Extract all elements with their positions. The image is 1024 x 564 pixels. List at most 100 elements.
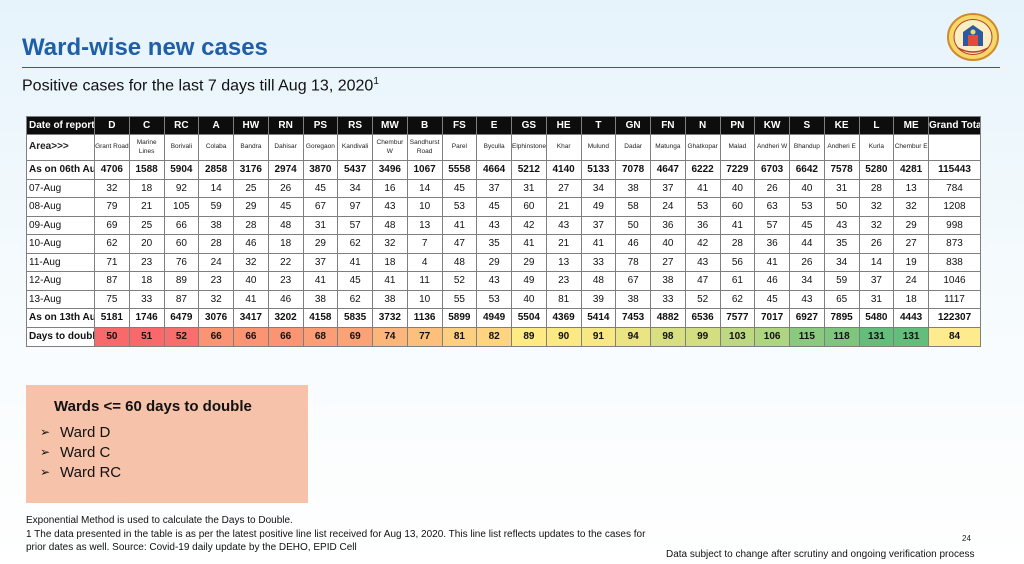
case-cell: 7577: [719, 308, 756, 328]
case-cell: 21: [128, 197, 165, 217]
callout-list-item: ➢ Ward D: [40, 422, 121, 442]
case-cell: 81: [545, 289, 582, 309]
case-cell: 4281: [893, 160, 929, 180]
area-cell: Khar: [545, 134, 582, 161]
case-cell: 52: [441, 271, 478, 291]
case-cell: 6222: [684, 160, 721, 180]
case-cell: 32: [893, 197, 929, 217]
case-cell: 11: [406, 271, 443, 291]
area-cell: Colaba: [198, 134, 234, 161]
days-to-double-cell: 131: [893, 326, 929, 347]
case-cell: 5504: [511, 308, 547, 328]
days-to-double-cell: 66: [198, 326, 234, 347]
case-cell: 26: [789, 252, 825, 272]
case-cell: 31: [858, 289, 895, 309]
case-cell: 18: [267, 234, 304, 254]
header-ward-me: ME: [893, 116, 929, 135]
case-cell: 45: [302, 178, 339, 198]
case-cell: 29: [302, 234, 339, 254]
case-cell: 38: [650, 271, 686, 291]
case-cell: 7078: [615, 160, 651, 180]
case-cell: 41: [233, 289, 269, 309]
case-cell: 3732: [372, 308, 408, 328]
case-cell: 62: [719, 289, 756, 309]
row-total: 873: [928, 234, 981, 254]
area-cell: Byculla: [476, 134, 512, 161]
case-cell: 28: [719, 234, 756, 254]
case-cell: 44: [789, 234, 825, 254]
table-row: 12-Aug 87 18 89 23 40 23 41 45 41 11 52 43 49 23 48 67 38…: [26, 271, 981, 291]
case-cell: 45: [476, 197, 512, 217]
case-cell: 4949: [476, 308, 512, 328]
subtitle-text: Positive cases for the last 7 days till …: [22, 77, 374, 95]
case-cell: 46: [233, 234, 269, 254]
case-cell: 40: [511, 289, 547, 309]
callout-item-text: Ward C: [60, 443, 111, 461]
row-label: As on 06th Aug: [26, 160, 95, 180]
case-cell: 38: [302, 289, 339, 309]
row-total: 115443: [928, 160, 981, 180]
case-cell: 32: [858, 215, 895, 235]
case-cell: 24: [198, 252, 234, 272]
case-cell: 37: [858, 271, 895, 291]
case-cell: 34: [823, 252, 860, 272]
row-label: 11-Aug: [26, 252, 95, 272]
case-cell: 60: [511, 197, 547, 217]
case-cell: 3417: [233, 308, 269, 328]
case-cell: 7453: [615, 308, 651, 328]
case-cell: 37: [650, 178, 686, 198]
area-cell: Andheri W: [754, 134, 790, 161]
header-grand-total: Grand Total: [928, 116, 981, 135]
bullet-arrow-icon: ➢: [40, 445, 51, 459]
case-cell: 57: [754, 215, 790, 235]
case-cell: 40: [789, 178, 825, 198]
case-cell: 40: [719, 178, 756, 198]
days-to-double-cell: 118: [823, 326, 860, 347]
case-cell: 59: [198, 197, 234, 217]
case-cell: 43: [476, 215, 512, 235]
case-cell: 43: [823, 215, 860, 235]
days-to-double-cell: 68: [302, 326, 339, 347]
case-cell: 27: [650, 252, 686, 272]
case-cell: 4140: [545, 160, 582, 180]
days-to-double-cell: 52: [163, 326, 200, 347]
title-underline: [22, 67, 1000, 68]
table-row: 07-Aug 32 18 92 14 25 26 45 34 16 14 45 37 31 27 34 38 37…: [26, 178, 981, 198]
days-to-double-total: 84: [928, 326, 981, 347]
case-cell: 7: [406, 234, 443, 254]
area-cell: Parel: [441, 134, 478, 161]
case-cell: 18: [128, 271, 165, 291]
header-ward-fs: FS: [441, 116, 478, 135]
header-ward-hw: HW: [233, 116, 269, 135]
days-to-double-cell: 50: [94, 326, 130, 347]
area-cell: Kandivali: [337, 134, 373, 161]
case-cell: 1746: [128, 308, 165, 328]
case-cell: 55: [441, 289, 478, 309]
case-cell: 5280: [858, 160, 895, 180]
callout-title: Wards <= 60 days to double: [54, 398, 252, 415]
case-cell: 22: [267, 252, 304, 272]
days-to-double-cell: 99: [684, 326, 721, 347]
days-to-double-cell: 77: [406, 326, 443, 347]
case-cell: 5899: [441, 308, 478, 328]
case-cell: 87: [94, 271, 130, 291]
case-cell: 33: [128, 289, 165, 309]
case-cell: 57: [337, 215, 373, 235]
case-cell: 36: [754, 234, 790, 254]
days-to-double-label: Days to double: [26, 326, 95, 347]
case-cell: 34: [789, 271, 825, 291]
area-cell: Bhandup: [789, 134, 825, 161]
case-cell: 32: [858, 197, 895, 217]
case-cell: 48: [441, 252, 478, 272]
low-doubling-callout: Wards <= 60 days to double ➢ Ward D ➢ Ward …: [26, 385, 308, 503]
area-cell: Malad: [719, 134, 756, 161]
case-cell: 10: [406, 197, 443, 217]
case-cell: 5558: [441, 160, 478, 180]
area-total-empty: [928, 134, 981, 161]
slide-title: Ward-wise new cases: [22, 34, 268, 61]
case-cell: 47: [684, 271, 721, 291]
case-cell: 32: [233, 252, 269, 272]
header-ward-ps: PS: [302, 116, 339, 135]
method-footnote: Exponential Method is used to calculate …: [26, 515, 293, 526]
header-date-of-report: Date of report: [26, 116, 95, 135]
